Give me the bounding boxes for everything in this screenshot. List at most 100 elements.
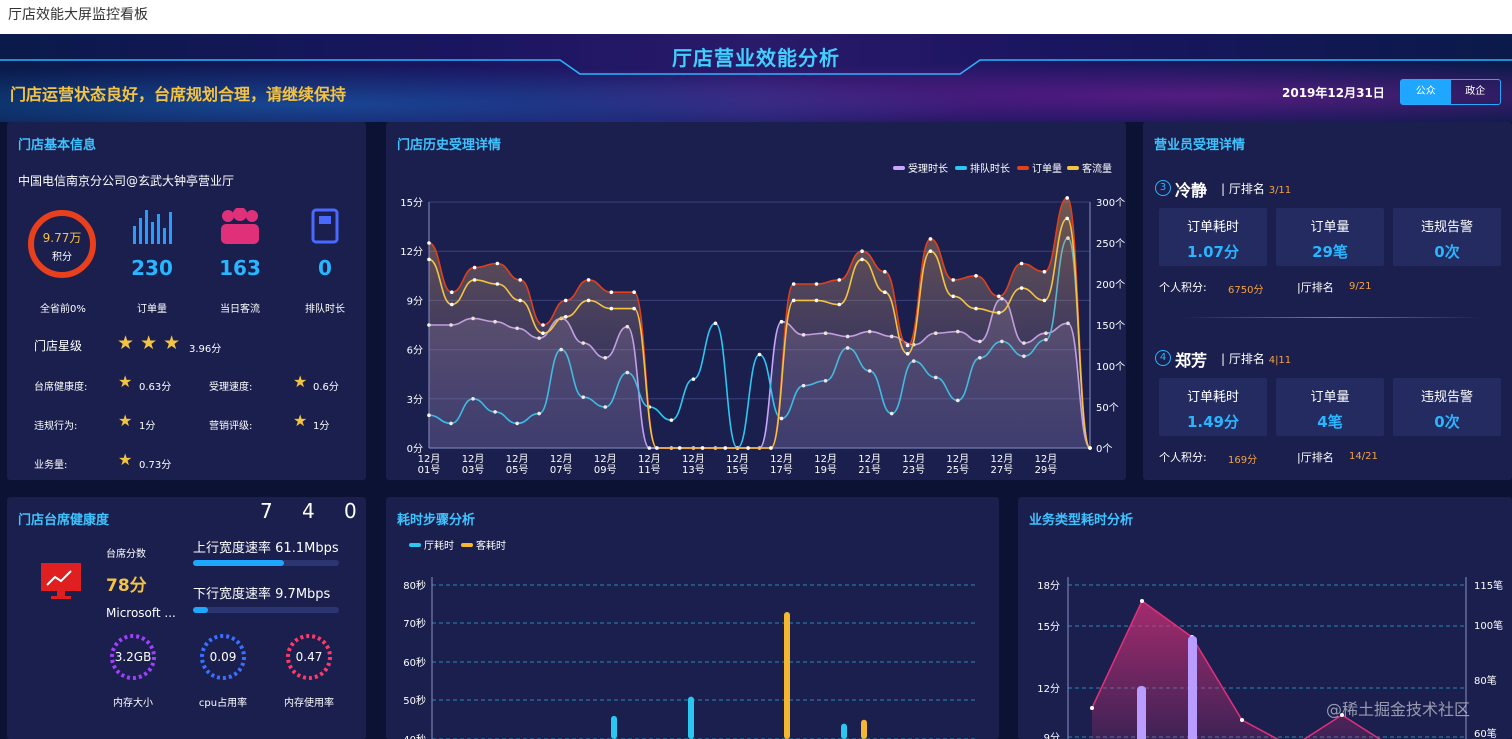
data-point: [997, 310, 1001, 315]
x-tick-label: 12月: [594, 453, 617, 465]
stat-value: 4笔: [1317, 413, 1343, 431]
x-tick-label: 23号: [902, 464, 925, 476]
x-tick-label: 07号: [550, 464, 573, 476]
data-point: [472, 278, 477, 282]
data-point: [757, 352, 762, 357]
data-point: [928, 237, 933, 241]
x-tick-label: 19号: [814, 464, 837, 476]
legend-swatch: [955, 166, 967, 170]
star-value: 3.96分: [189, 344, 222, 355]
data-point: [1042, 298, 1047, 303]
header-frame: [0, 59, 1512, 75]
clerk-panel: 营业员受理详情 3 冷静 | 厅排名 3/11 订单耗时 1.07分 订单量 29笔…: [1143, 122, 1512, 480]
panel-title: 门店基本信息: [18, 138, 97, 153]
star-label: 门店星级: [34, 339, 83, 353]
metric-value: 0.63分: [139, 382, 172, 393]
download-value: 9.7Mbps: [275, 587, 331, 602]
gauge-ring: [200, 634, 246, 680]
tab-gov[interactable]: 政企: [1465, 86, 1486, 97]
gauge-label: cpu占用率: [198, 698, 248, 709]
x-tick-label: 12月: [770, 453, 793, 465]
legend-label: 客耗时: [476, 539, 506, 552]
x-tick-label: 01号: [418, 464, 441, 476]
series-area: [1092, 601, 1392, 739]
data-point: [669, 418, 674, 422]
legend-swatch: [1017, 166, 1029, 170]
legend-swatch: [1067, 166, 1079, 170]
y2-tick-label: 80笔: [1474, 674, 1497, 687]
tab-public[interactable]: 公众: [1401, 80, 1451, 104]
data-point: [951, 278, 956, 282]
gauge-value: 0.09: [209, 650, 237, 664]
gauge-value: 3.2GB: [114, 650, 152, 664]
stat-card: 订单耗时 1.49分: [1159, 378, 1267, 436]
metric-label: 受理速度:: [209, 382, 253, 393]
stat-label: 订单量: [1310, 220, 1350, 235]
stat-value: 1.49分: [1186, 413, 1239, 431]
gauge-value: 0.47: [295, 650, 323, 664]
y2-tick-label: 50个: [1096, 402, 1119, 414]
x-tick-label: 12月: [1035, 453, 1058, 465]
stat-card: 订单耗时 1.07分: [1159, 208, 1267, 266]
y-tick-label: 80秒: [403, 579, 426, 592]
x-tick-label: 13号: [682, 464, 705, 476]
monitor-icon: [41, 563, 81, 599]
bar: [841, 723, 847, 739]
clerk-index: 4: [1155, 350, 1171, 366]
bar: [1137, 686, 1146, 739]
bar: [861, 719, 867, 739]
data-point: [769, 446, 773, 450]
data-point: [518, 278, 522, 282]
x-tick-label: 17号: [770, 464, 793, 476]
data-point: [700, 446, 705, 450]
metric-label: 违规行为:: [34, 421, 78, 432]
y-tick-label: 6分: [407, 345, 423, 357]
data-point: [563, 298, 568, 303]
personal-score-label: 个人积分:: [1159, 281, 1207, 294]
data-point: [632, 306, 636, 311]
x-tick-label: 12月: [462, 453, 485, 465]
metric-value: 1分: [139, 421, 156, 432]
star-icon: ★: [293, 411, 308, 430]
traffic-value: 163: [219, 256, 261, 280]
y-tick-label: 12分: [400, 246, 423, 258]
data-point: [1340, 713, 1344, 717]
stat-card: 订单量 29笔: [1276, 208, 1384, 266]
page-title: 厅店营业效能分析: [672, 46, 840, 70]
clerk-name: 郑芳: [1175, 351, 1208, 370]
x-tick-label: 15号: [726, 464, 749, 476]
people-icon: [221, 208, 259, 244]
btype-panel: 业务类型耗时分析 9分 12分 15分 18分 60笔 80笔 100笔 115笔 @稀土掘金…: [1018, 497, 1512, 739]
legend-label: 排队时长: [970, 162, 1010, 175]
data-point: [586, 298, 591, 303]
score-value: 9.77万: [42, 231, 82, 245]
y2-tick-label: 200个: [1096, 279, 1125, 291]
rank-label: 全省前0%: [40, 304, 86, 315]
y2-tick-label: 300个: [1096, 197, 1125, 209]
data-point: [928, 249, 933, 253]
metric-label: 台席健康度:: [34, 382, 88, 393]
data-point: [713, 321, 718, 326]
y2-tick-label: 0个: [1096, 443, 1112, 455]
data-point: [883, 290, 887, 294]
stat-label: 违规告警: [1420, 390, 1473, 405]
y-tick-label: 12分: [1037, 683, 1060, 695]
data-point: [723, 446, 728, 450]
metric-label: 营销评级:: [209, 421, 253, 432]
score-label: 积分: [52, 252, 72, 263]
star-rating-icon: ★ ★ ★: [117, 332, 181, 354]
window-title: 厅店效能大屏监控看板: [0, 0, 1512, 34]
x-tick-label: 12月: [550, 453, 573, 465]
star-icon: ★: [118, 411, 133, 430]
steps-panel: 耗时步骤分析 厅耗时 客耗时 40秒 50秒 60秒 70秒 80秒: [386, 497, 999, 739]
y-tick-label: 15分: [1037, 621, 1060, 633]
header-background: [0, 34, 1512, 122]
personal-score: 6750分: [1228, 285, 1264, 296]
x-tick-label: 12月: [902, 453, 925, 465]
counter-digit: 4: [302, 499, 315, 523]
data-point: [495, 282, 500, 286]
legend-label: 厅耗时: [424, 540, 454, 552]
gauge-label: 内存使用率: [284, 698, 334, 709]
clerk-name: 冷静: [1175, 181, 1208, 200]
data-point: [1088, 446, 1092, 450]
